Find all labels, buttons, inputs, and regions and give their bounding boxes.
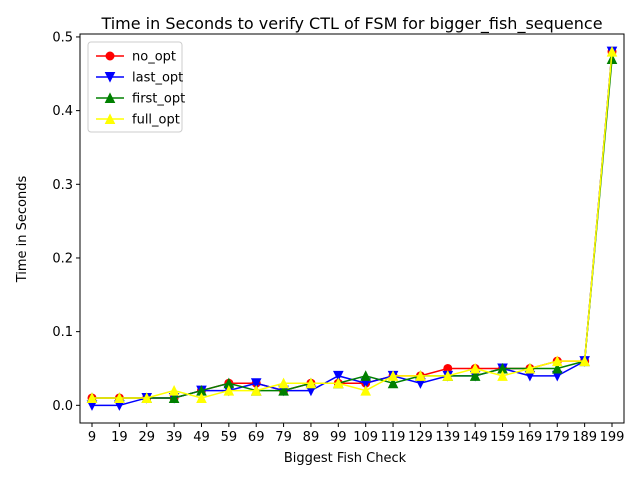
- data-point: [196, 392, 207, 403]
- x-tick-label: 159: [490, 430, 515, 445]
- x-tick-label: 9: [88, 430, 96, 445]
- legend-item: no_opt: [96, 50, 176, 65]
- legend: no_opt last_opt first_opt full_opt: [87, 41, 185, 133]
- x-tick-label: 119: [381, 430, 406, 445]
- x-axis: 9 19 29 39 49 59 69 79 89 99 109 119 129 139 149 159 169…: [88, 423, 625, 445]
- legend-box: [87, 41, 183, 133]
- data-point: [469, 370, 481, 381]
- x-tick-label: 49: [193, 430, 210, 445]
- data-point: [168, 384, 180, 396]
- y-axis: 0.0 0.1 0.2 0.3 0.4 0.5: [52, 30, 80, 414]
- chart-title: Time in Seconds to verify CTL of FSM for…: [100, 14, 602, 34]
- legend-item: first_opt: [96, 92, 185, 107]
- data-point: [387, 370, 399, 381]
- x-axis-label: Biggest Fish Check: [284, 451, 407, 466]
- data-point: [168, 392, 180, 403]
- data-point: [333, 377, 344, 389]
- x-tick-label: 109: [353, 430, 378, 445]
- x-tick-label: 179: [545, 430, 570, 445]
- data-point: [114, 392, 125, 403]
- data-point: [469, 362, 481, 374]
- y-axis-label: Time in Seconds: [15, 176, 30, 284]
- data-point: [387, 377, 399, 389]
- x-tick-label: 89: [303, 430, 320, 445]
- y-tick-label: 0.5: [52, 30, 73, 45]
- legend-item: last_opt: [96, 71, 183, 86]
- data-point: [442, 370, 454, 381]
- data-point: [551, 355, 563, 367]
- data-point: [250, 384, 262, 396]
- data-point: [579, 355, 590, 367]
- x-tick-label: 139: [435, 430, 460, 445]
- data-point: [278, 377, 289, 389]
- x-tick-label: 169: [517, 430, 542, 445]
- x-tick-label: 29: [138, 430, 155, 445]
- data-point: [250, 378, 262, 389]
- legend-marker: [104, 92, 116, 103]
- legend-label: last_opt: [132, 71, 183, 86]
- series-line: [92, 51, 613, 399]
- data-point: [305, 377, 317, 389]
- data-point: [415, 370, 426, 381]
- data-point: [606, 46, 618, 57]
- y-tick-label: 0.4: [52, 104, 73, 119]
- y-tick-label: 0.2: [52, 251, 73, 266]
- legend-marker: [105, 51, 115, 61]
- data-point: [551, 362, 563, 374]
- data-point: [360, 384, 371, 396]
- x-tick-label: 69: [248, 430, 265, 445]
- series-full-opt: [86, 46, 618, 403]
- x-tick-label: 199: [600, 430, 625, 445]
- x-tick-label: 99: [330, 430, 347, 445]
- x-tick-label: 149: [463, 430, 488, 445]
- data-point: [360, 370, 371, 381]
- x-tick-label: 59: [221, 430, 238, 445]
- x-tick-label: 19: [111, 430, 128, 445]
- series-line: [92, 58, 613, 399]
- legend-label: no_opt: [132, 50, 176, 65]
- x-tick-label: 129: [408, 430, 433, 445]
- data-point: [278, 384, 289, 396]
- y-tick-label: 0.0: [52, 399, 73, 414]
- legend-label: full_opt: [132, 113, 180, 128]
- legend-item: full_opt: [96, 113, 180, 128]
- data-point: [333, 370, 344, 382]
- data-point: [497, 370, 508, 381]
- legend-marker: [104, 113, 116, 124]
- data-point: [223, 384, 235, 396]
- y-tick-label: 0.3: [52, 178, 73, 193]
- data-point: [86, 392, 98, 403]
- data-point: [524, 362, 536, 374]
- legend-label: first_opt: [132, 92, 185, 107]
- x-tick-label: 189: [572, 430, 597, 445]
- series-layer: [86, 46, 618, 411]
- x-tick-label: 79: [275, 430, 292, 445]
- y-tick-label: 0.1: [52, 325, 73, 340]
- data-point: [141, 392, 153, 403]
- x-tick-label: 39: [166, 430, 183, 445]
- legend-marker: [104, 72, 116, 83]
